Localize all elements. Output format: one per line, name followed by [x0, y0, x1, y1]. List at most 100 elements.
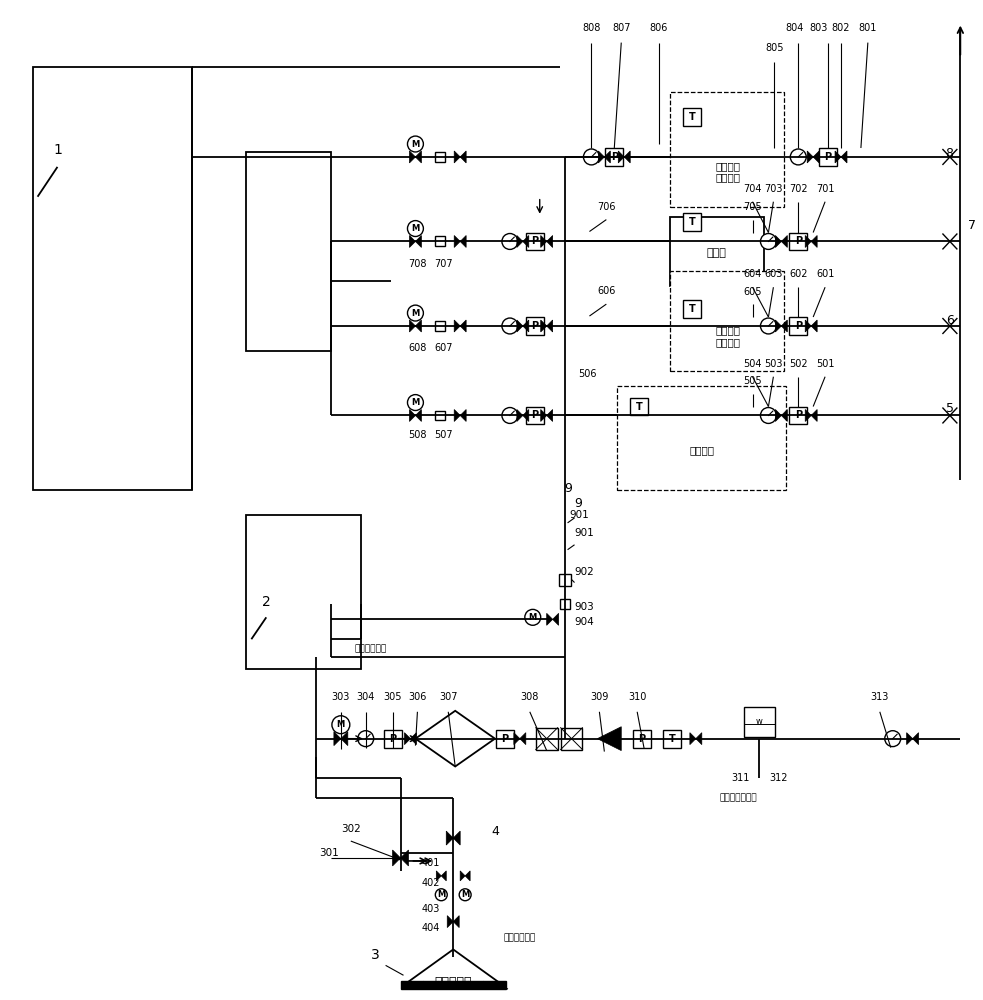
Polygon shape: [805, 320, 811, 332]
Bar: [617, 386, 786, 490]
Polygon shape: [436, 871, 441, 881]
Polygon shape: [454, 320, 460, 332]
Circle shape: [761, 408, 777, 423]
Text: 505: 505: [743, 376, 762, 386]
Text: 403: 403: [421, 904, 439, 914]
Polygon shape: [400, 850, 409, 866]
Text: 307: 307: [439, 692, 457, 702]
Text: 603: 603: [764, 269, 782, 279]
Text: 301: 301: [318, 848, 339, 858]
Text: 801: 801: [859, 23, 877, 33]
Text: P: P: [794, 236, 802, 246]
Text: M: M: [529, 613, 537, 622]
Bar: [819, 148, 838, 166]
Polygon shape: [517, 410, 523, 421]
Text: 5: 5: [947, 402, 954, 415]
Text: 404: 404: [421, 923, 439, 933]
Text: P: P: [389, 734, 396, 744]
Bar: [536, 728, 557, 750]
Polygon shape: [410, 236, 416, 247]
Text: 707: 707: [434, 259, 452, 269]
Text: w: w: [756, 717, 763, 726]
Circle shape: [358, 731, 374, 747]
Bar: [743, 707, 776, 737]
Text: 排至渗漏集水井: 排至渗漏集水井: [720, 794, 758, 803]
Text: 1: 1: [53, 143, 62, 157]
Polygon shape: [517, 236, 523, 247]
Polygon shape: [605, 151, 610, 163]
Circle shape: [584, 149, 600, 165]
Text: 304: 304: [357, 692, 375, 702]
Text: 804: 804: [785, 23, 803, 33]
Bar: [560, 728, 583, 750]
Text: 604: 604: [743, 269, 762, 279]
Polygon shape: [523, 410, 529, 421]
Bar: [558, 574, 570, 586]
Polygon shape: [547, 410, 552, 421]
Text: 507: 507: [434, 430, 452, 440]
Bar: [789, 407, 807, 424]
Text: 601: 601: [816, 269, 835, 279]
Bar: [247, 515, 361, 669]
Bar: [683, 213, 701, 231]
Text: 803: 803: [809, 23, 828, 33]
Polygon shape: [547, 613, 552, 625]
Text: 发电机: 发电机: [707, 248, 726, 258]
Polygon shape: [805, 236, 811, 247]
Polygon shape: [776, 320, 781, 332]
Polygon shape: [523, 236, 529, 247]
Text: 808: 808: [582, 23, 601, 33]
Polygon shape: [547, 320, 552, 332]
Polygon shape: [460, 410, 466, 421]
Bar: [633, 730, 651, 748]
Text: 311: 311: [731, 773, 749, 783]
Text: M: M: [337, 720, 345, 729]
Text: M: M: [411, 398, 420, 407]
Text: P: P: [531, 410, 539, 420]
Circle shape: [502, 234, 518, 249]
Polygon shape: [523, 320, 529, 332]
Text: 708: 708: [408, 259, 427, 269]
Text: 901: 901: [569, 510, 589, 520]
Text: 313: 313: [871, 692, 889, 702]
Circle shape: [761, 234, 777, 249]
Text: T: T: [636, 402, 643, 412]
Text: 305: 305: [383, 692, 402, 702]
Circle shape: [408, 136, 424, 152]
Polygon shape: [454, 151, 460, 163]
Polygon shape: [453, 916, 459, 928]
Text: 502: 502: [789, 359, 808, 369]
Bar: [435, 411, 445, 420]
Text: M: M: [411, 140, 420, 149]
Text: 9: 9: [564, 482, 572, 495]
Polygon shape: [411, 733, 417, 745]
Text: P: P: [531, 321, 539, 331]
Polygon shape: [807, 151, 813, 163]
Polygon shape: [403, 949, 503, 985]
Polygon shape: [598, 727, 621, 751]
Text: 802: 802: [832, 23, 850, 33]
Bar: [526, 233, 544, 250]
Circle shape: [459, 889, 471, 901]
Text: 705: 705: [743, 202, 762, 212]
Text: 503: 503: [764, 359, 782, 369]
Text: 508: 508: [408, 430, 427, 440]
Text: 312: 312: [769, 773, 787, 783]
Polygon shape: [454, 410, 460, 421]
Polygon shape: [781, 236, 787, 247]
Circle shape: [408, 395, 424, 411]
Bar: [32, 67, 192, 490]
Polygon shape: [811, 410, 817, 421]
Text: T: T: [688, 112, 695, 122]
Text: 401: 401: [421, 858, 439, 868]
Polygon shape: [541, 236, 547, 247]
Polygon shape: [781, 320, 787, 332]
Bar: [400, 981, 506, 989]
Text: 501: 501: [816, 359, 835, 369]
Text: M: M: [411, 309, 420, 318]
Polygon shape: [460, 320, 466, 332]
Polygon shape: [446, 831, 453, 845]
Text: 807: 807: [612, 23, 630, 33]
Text: 903: 903: [574, 602, 595, 612]
Polygon shape: [541, 320, 547, 332]
